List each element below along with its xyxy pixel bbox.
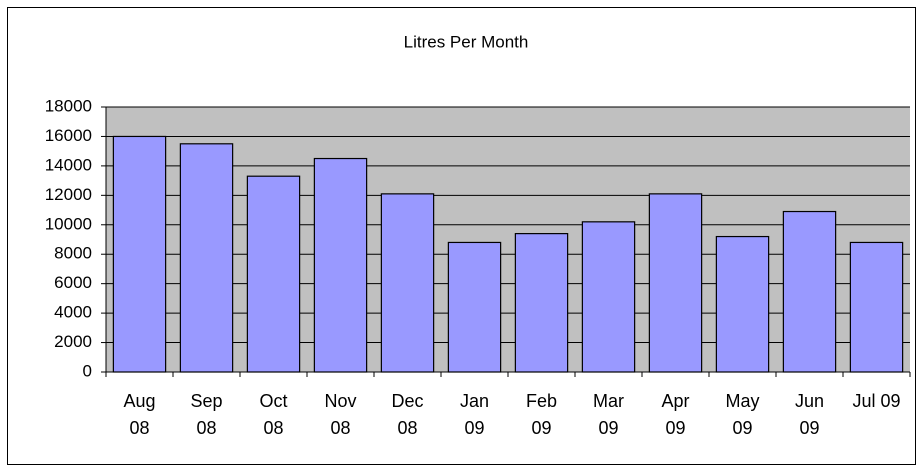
y-tick-label: 18000 [45,96,92,115]
x-tick-label: Oct 08 [259,391,288,438]
bar [447,241,502,373]
y-tick-label: 10000 [45,214,92,233]
y-tick-label: 12000 [45,185,92,204]
y-tick-label: 4000 [54,303,92,322]
chart-title: Litres Per Month [404,32,529,51]
bar [380,193,435,373]
x-tick-label: Mar 09 [593,391,624,438]
x-tick-label: Jun 09 [794,391,825,438]
bar [313,157,368,373]
y-tick-label: 16000 [45,126,92,145]
bar [179,143,234,373]
x-tick-label: Feb 09 [525,391,558,438]
plot-area [106,107,910,372]
x-tick-label: May 09 [725,391,760,438]
bar [581,221,636,373]
y-tick-label: 0 [83,361,92,380]
bar [246,175,301,373]
bar [849,241,904,373]
y-tick-label: 14000 [45,155,92,174]
y-tick-label: 2000 [54,332,92,351]
bar [648,193,703,373]
y-tick-label: 8000 [54,244,92,263]
bar [782,210,837,373]
bar [112,135,167,373]
x-tick-label: Jul 09 [852,391,901,411]
x-tick-label: Sep 08 [190,391,223,438]
x-tick-label: Jan 09 [459,391,490,438]
x-tick-label: Apr 09 [661,391,690,438]
bar [514,233,569,373]
x-tick-label: Nov 08 [324,391,357,438]
x-tick-label: Dec 08 [391,391,424,438]
y-tick-label: 6000 [54,273,92,292]
bar [715,235,770,373]
x-tick-label: Aug 08 [123,391,156,438]
